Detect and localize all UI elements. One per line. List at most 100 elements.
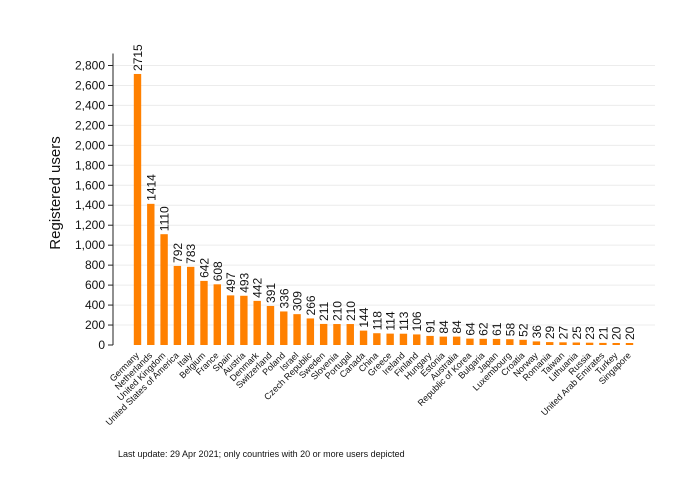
bar (559, 342, 567, 345)
data-label: 84 (450, 320, 464, 334)
bar (532, 341, 541, 345)
data-label: 20 (610, 326, 624, 340)
data-label: 608 (211, 261, 225, 281)
y-tick-label: 200 (85, 318, 105, 332)
data-label: 106 (410, 311, 424, 331)
bar (333, 324, 341, 345)
y-tick-label: 0 (98, 338, 105, 352)
data-label: 210 (330, 301, 344, 321)
data-label: 58 (503, 323, 517, 337)
y-tick-label: 800 (85, 258, 105, 272)
data-label: 27 (557, 326, 571, 340)
y-tick-label: 2,400 (75, 98, 105, 112)
data-label: 1110 (158, 206, 172, 231)
y-tick-label: 1,200 (75, 218, 105, 232)
data-label: 309 (291, 291, 305, 311)
data-label: 642 (197, 258, 211, 278)
y-tick-label: 1,800 (75, 158, 105, 172)
data-label: 336 (277, 288, 291, 308)
bar (266, 305, 275, 345)
bar (572, 342, 581, 345)
data-label: 2715 (131, 44, 145, 71)
data-label: 91 (424, 319, 438, 333)
bar (253, 300, 261, 345)
bar (186, 266, 195, 345)
bar (399, 333, 408, 345)
data-label: 493 (237, 272, 251, 292)
bar (386, 333, 394, 345)
y-tick-labels: 0 200 400 600 800 1,000 1,200 1,400 1,600 1,800 2,… (75, 58, 105, 352)
y-axis (108, 53, 114, 346)
bar (519, 339, 527, 345)
bar (306, 318, 315, 345)
data-label: 84 (437, 320, 451, 334)
y-tick-label: 1,400 (75, 198, 105, 212)
data-label: 497 (224, 272, 238, 292)
bar (612, 343, 620, 345)
bar (213, 284, 221, 345)
bar (452, 336, 461, 345)
bar (200, 280, 208, 345)
bar (426, 335, 434, 345)
data-label: 21 (596, 326, 610, 340)
data-label: 20 (623, 326, 637, 340)
bar (319, 323, 328, 345)
data-label: 442 (251, 278, 265, 298)
bar (466, 338, 474, 345)
y-tick-label: 400 (85, 298, 105, 312)
data-label: 113 (397, 311, 411, 330)
data-label: 64 (463, 322, 477, 336)
bar (147, 203, 155, 345)
data-label: 25 (570, 326, 584, 340)
gridlines (113, 64, 655, 326)
data-label: 210 (344, 301, 358, 321)
data-label: 29 (543, 325, 557, 339)
bar (346, 324, 354, 345)
bar (439, 336, 448, 345)
bar (293, 314, 301, 345)
bars (133, 73, 634, 345)
bar (413, 334, 421, 345)
y-tick-label: 600 (85, 278, 105, 292)
bar (373, 333, 381, 345)
bar (280, 311, 288, 345)
data-label: 118 (370, 311, 384, 330)
bar (506, 339, 514, 345)
data-label: 114 (384, 311, 398, 330)
bar (479, 338, 487, 345)
bar (599, 342, 607, 345)
data-label: 23 (583, 326, 597, 340)
data-label: 1414 (144, 174, 158, 201)
data-label: 52 (517, 323, 531, 337)
bar (240, 295, 248, 345)
y-tick-label: 2,200 (75, 118, 105, 132)
y-tick-label: 2,000 (75, 138, 105, 152)
data-label: 266 (304, 295, 318, 315)
data-label: 211 (317, 301, 331, 320)
y-tick-label: 2,600 (75, 78, 105, 92)
y-tick-label: 2,800 (75, 58, 105, 72)
bar (173, 265, 182, 345)
bar (625, 343, 634, 345)
data-label: 61 (490, 322, 504, 336)
bar (133, 73, 142, 345)
data-label: 792 (171, 243, 185, 263)
footnote: Last update: 29 Apr 2021; only countries… (118, 449, 405, 459)
data-label: 391 (264, 283, 278, 303)
y-tick-label: 1,000 (75, 238, 105, 252)
data-label: 62 (477, 322, 491, 336)
bar (546, 342, 554, 345)
y-tick-label: 1,600 (75, 178, 105, 192)
bar (585, 342, 594, 345)
bar (359, 330, 368, 345)
y-axis-title: Registered users (47, 136, 64, 249)
bar (492, 338, 501, 345)
bar (226, 295, 235, 345)
data-label: 36 (530, 325, 544, 339)
bar (160, 234, 168, 345)
data-label: 144 (357, 307, 371, 327)
data-label: 783 (184, 243, 198, 263)
